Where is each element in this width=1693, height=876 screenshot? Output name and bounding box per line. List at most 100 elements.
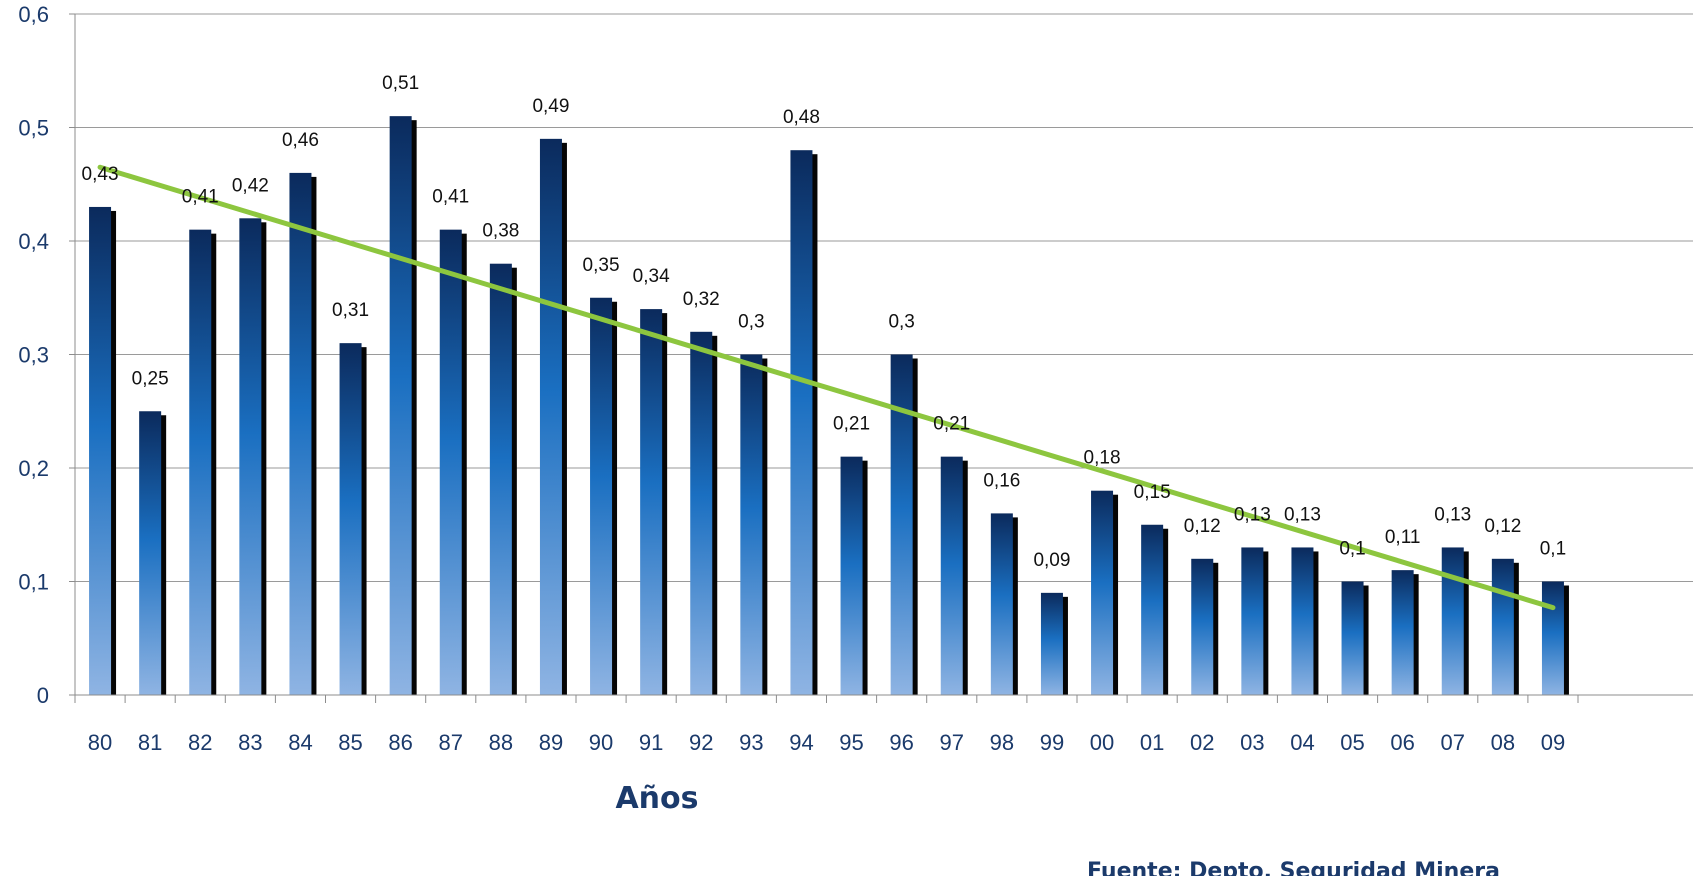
data-label: 0,12 [1484, 516, 1521, 537]
bar [940, 456, 963, 695]
x-tick-label: 96 [889, 730, 913, 755]
x-tick-label: 02 [1190, 730, 1214, 755]
bar [1141, 524, 1164, 695]
y-tick-label: 0,3 [18, 343, 49, 368]
data-label: 0,13 [1234, 504, 1271, 525]
y-axis-ticks: 0 0,1 0,2 0,3 0,4 0,5 0,6 [18, 2, 75, 708]
bar [640, 309, 663, 695]
x-tick-label: 98 [990, 730, 1014, 755]
x-tick-label: 04 [1290, 730, 1314, 755]
data-label: 0,3 [888, 312, 914, 333]
data-label: 0,3 [738, 312, 764, 333]
data-label: 0,09 [1033, 550, 1070, 571]
bar [790, 150, 813, 695]
data-label: 0,12 [1184, 516, 1221, 537]
bar [1491, 558, 1514, 695]
data-labels: 0,43 0,25 0,41 0,42 0,46 0,31 0,51 0,41 0,38 0,49… [82, 73, 1567, 571]
data-label: 0,49 [532, 96, 569, 117]
data-label: 0,18 [1084, 448, 1121, 469]
bar [690, 331, 713, 695]
axes [74, 14, 1693, 696]
bar [1391, 570, 1414, 695]
x-tick-label: 08 [1491, 730, 1515, 755]
x-tick-label: 89 [539, 730, 563, 755]
x-tick-label: 06 [1390, 730, 1414, 755]
x-tick-label: 80 [88, 730, 112, 755]
x-tick-label: 84 [288, 730, 312, 755]
data-label: 0,15 [1134, 482, 1171, 503]
bar [1541, 581, 1564, 695]
data-label: 0,25 [132, 368, 169, 389]
bar [1341, 581, 1364, 695]
bar [1441, 547, 1464, 695]
data-label: 0,42 [232, 175, 269, 196]
bar [1091, 490, 1114, 695]
bar [489, 263, 512, 695]
x-tick-label: 00 [1090, 730, 1114, 755]
data-label: 0,13 [1434, 504, 1471, 525]
gridlines [75, 13, 1693, 582]
x-tick-label: 09 [1541, 730, 1565, 755]
bar [1040, 592, 1063, 695]
data-label: 0,41 [182, 187, 219, 208]
x-tick-label: 85 [338, 730, 362, 755]
bar [1291, 547, 1314, 695]
bar [439, 229, 462, 695]
bars [89, 116, 1569, 696]
bar [890, 354, 913, 695]
data-label: 0,48 [783, 107, 820, 128]
bar [289, 172, 312, 695]
data-label: 0,51 [382, 73, 419, 94]
x-tick-label: 01 [1140, 730, 1164, 755]
bar [89, 206, 112, 695]
x-tick-label: 05 [1340, 730, 1364, 755]
x-tick-label: 92 [689, 730, 713, 755]
x-tick-label: 99 [1040, 730, 1064, 755]
data-label: 0,41 [432, 187, 469, 208]
x-axis-title: Años [615, 781, 698, 816]
x-tick-label: 03 [1240, 730, 1264, 755]
x-tick-label: 83 [238, 730, 262, 755]
x-tick-label: 86 [388, 730, 412, 755]
data-label: 0,16 [983, 470, 1020, 491]
x-tick-label: 87 [439, 730, 463, 755]
data-label: 0,1 [1540, 539, 1566, 560]
x-axis-ticks: 80 81 82 83 84 85 86 87 88 89 90 91 92 93 94 95 96 97 98 99… [74, 695, 1579, 755]
bar [139, 411, 162, 695]
data-label: 0,32 [683, 289, 720, 310]
data-label: 0,21 [933, 414, 970, 435]
x-tick-label: 82 [188, 730, 212, 755]
bar [840, 456, 863, 695]
data-label: 0,46 [282, 130, 319, 151]
x-tick-label: 81 [138, 730, 162, 755]
x-tick-label: 90 [589, 730, 613, 755]
bar [590, 297, 613, 695]
x-tick-label: 94 [789, 730, 813, 755]
y-tick-label: 0,5 [18, 116, 49, 141]
x-tick-label: 07 [1441, 730, 1465, 755]
bar [539, 138, 562, 696]
data-label: 0,43 [82, 164, 119, 185]
data-label: 0,1 [1339, 539, 1365, 560]
bar [740, 354, 763, 695]
x-tick-label: 93 [739, 730, 763, 755]
source-note: Fuente: Depto. Seguridad Minera [1087, 859, 1500, 876]
y-tick-label: 0,4 [18, 229, 49, 254]
y-tick-label: 0,6 [18, 2, 49, 27]
data-label: 0,11 [1385, 527, 1421, 548]
data-label: 0,34 [633, 266, 670, 287]
data-label: 0,35 [583, 255, 620, 276]
x-tick-label: 97 [940, 730, 964, 755]
y-tick-label: 0,1 [18, 570, 49, 595]
bar [389, 116, 412, 695]
bar [1241, 547, 1264, 695]
bar [1191, 558, 1214, 695]
bar [189, 229, 212, 695]
x-tick-label: 88 [489, 730, 513, 755]
y-tick-label: 0,2 [18, 456, 49, 481]
trendline-group [97, 164, 1556, 611]
bar [239, 218, 262, 696]
trendline [97, 164, 1556, 611]
y-tick-label: 0 [37, 683, 49, 708]
